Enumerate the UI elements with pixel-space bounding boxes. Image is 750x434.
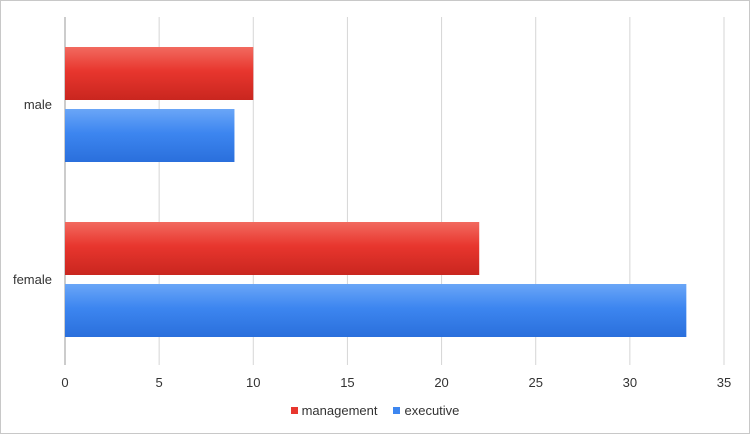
- legend: management executive: [0, 403, 750, 418]
- x-tick-label: 30: [623, 375, 637, 390]
- bar-management-male: [65, 47, 254, 100]
- legend-item-executive: executive: [393, 403, 459, 418]
- legend-swatch-executive: [393, 407, 401, 414]
- category-label-male: male: [24, 97, 52, 112]
- category-labels: male female: [13, 97, 52, 287]
- x-tick-label: 20: [434, 375, 448, 390]
- bar-executive-female: [65, 284, 687, 337]
- x-tick-label: 35: [717, 375, 731, 390]
- x-tick-label: 10: [246, 375, 260, 390]
- x-tick-label: 5: [156, 375, 163, 390]
- legend-label-executive: executive: [404, 403, 460, 418]
- bar-executive-male: [65, 109, 235, 162]
- legend-item-management: management: [290, 403, 378, 418]
- legend-label-management: management: [301, 403, 378, 418]
- legend-swatch-management: [290, 407, 298, 414]
- x-tick-labels: 0 5 10 15 20 25 30 35: [61, 375, 731, 390]
- category-label-female: female: [13, 272, 52, 287]
- x-tick-label: 25: [528, 375, 542, 390]
- bar-management-female: [65, 222, 480, 275]
- x-tick-label: 0: [61, 375, 68, 390]
- x-tick-label: 15: [340, 375, 354, 390]
- bars: [65, 47, 687, 337]
